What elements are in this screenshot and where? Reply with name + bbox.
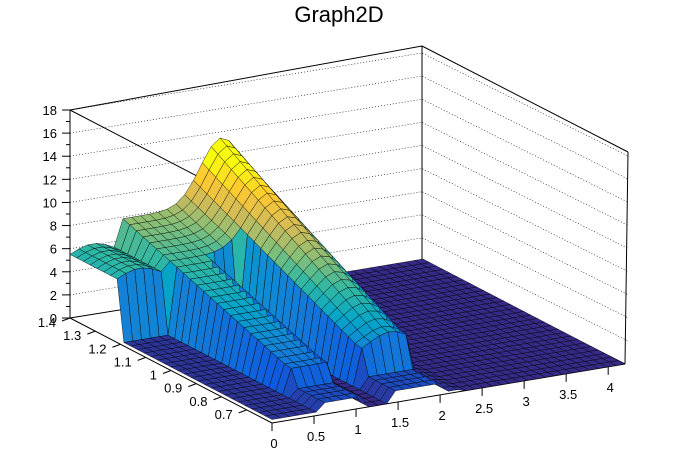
y-tick xyxy=(112,343,121,348)
y-tick-label: 0.8 xyxy=(189,394,207,409)
top-right-edge xyxy=(421,45,629,153)
x-tick-label: 1.5 xyxy=(391,415,409,430)
y-tick-label: 0.7 xyxy=(215,407,233,422)
x-tick-label: 0.5 xyxy=(307,429,325,444)
y-tick xyxy=(188,383,197,388)
surface-mesh xyxy=(69,137,626,420)
y-tick-label: 0.9 xyxy=(164,381,182,396)
right-back-vertical xyxy=(624,151,629,365)
z-tick-label: 10 xyxy=(43,195,57,210)
y-tick xyxy=(87,330,96,335)
z-tick-label: 4 xyxy=(50,265,57,280)
chart-title: Graph2D xyxy=(294,2,383,27)
z-tick-label: 8 xyxy=(50,219,57,234)
y-tick xyxy=(213,396,222,401)
y-tick xyxy=(61,317,71,322)
x-tick-label: 3.5 xyxy=(559,387,577,402)
z-gridline xyxy=(69,214,629,319)
y-tick-label: 1.3 xyxy=(63,328,81,343)
y-tick-label: 1 xyxy=(150,368,157,383)
z-tick-label: 14 xyxy=(43,149,57,164)
z-gridline xyxy=(69,168,629,272)
z-tick-label: 0 xyxy=(50,311,57,326)
y-tick xyxy=(162,370,172,374)
x-tick-label: 0 xyxy=(270,436,277,451)
z-gridline xyxy=(69,237,629,342)
z-tick-label: 12 xyxy=(43,172,57,187)
z-gridline xyxy=(69,122,629,226)
z-tick-label: 6 xyxy=(50,242,57,257)
top-back-edge xyxy=(69,45,423,111)
z-gridlines xyxy=(69,52,629,342)
z-tick-label: 16 xyxy=(43,126,57,141)
x-tick-label: 4 xyxy=(607,380,614,395)
z-gridline xyxy=(69,191,629,295)
z-tick-label: 18 xyxy=(43,103,57,118)
y-tick-label: 1.4 xyxy=(38,315,56,330)
z-gridline xyxy=(69,75,629,180)
x-tick-label: 3 xyxy=(523,394,530,409)
z-gridline xyxy=(69,52,629,157)
y-tick-label: 1.2 xyxy=(88,341,106,356)
x-tick-label: 1 xyxy=(354,422,361,437)
y-tick xyxy=(137,356,146,361)
surface-cell xyxy=(608,360,626,366)
x-tick-label: 2 xyxy=(438,408,445,423)
z-tick-label: 2 xyxy=(50,288,57,303)
z-gridline xyxy=(69,145,629,249)
x-tick-label: 2.5 xyxy=(475,401,493,416)
y-tick-label: 1.1 xyxy=(114,354,132,369)
axes: 0 2 4 6 8 10 12 14 16 18 0 0.5 1 1.5 2 2.5 3 3.5 4 0.7 0.8 0.… xyxy=(38,103,614,451)
z-gridline xyxy=(69,98,629,203)
y-tick xyxy=(238,409,247,414)
